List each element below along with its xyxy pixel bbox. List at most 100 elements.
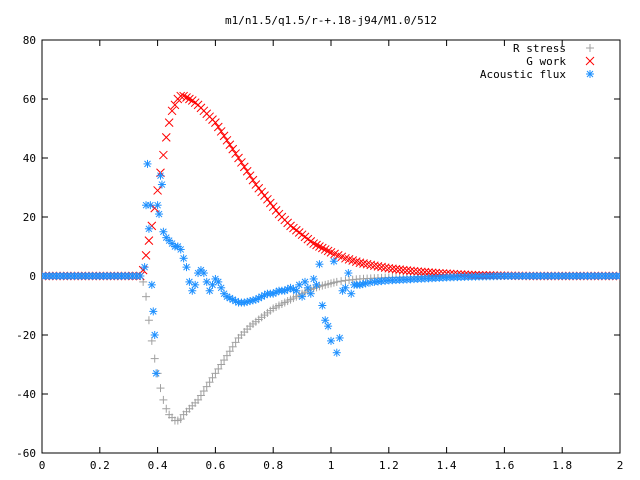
- x-tick-label: 0.4: [148, 459, 168, 472]
- data-point: [147, 280, 156, 289]
- data-point: [369, 261, 379, 271]
- data-point: [366, 260, 376, 270]
- data-point: [159, 150, 168, 160]
- series-acoustic-flux: [42, 159, 620, 378]
- legend-label: R stress: [513, 42, 566, 55]
- data-point: [295, 280, 304, 289]
- data-point: [222, 135, 232, 145]
- data-point: [185, 94, 194, 104]
- data-point: [312, 240, 321, 250]
- data-point: [341, 283, 350, 292]
- data-point: [240, 298, 249, 307]
- data-point: [208, 373, 217, 382]
- data-point: [300, 277, 309, 286]
- data-point: [327, 336, 335, 345]
- data-marks: [42, 91, 620, 425]
- data-point: [271, 206, 281, 215]
- data-point: [312, 280, 321, 289]
- data-point: [182, 263, 191, 272]
- series-g-work: [42, 91, 620, 281]
- data-point: [409, 266, 419, 276]
- data-point: [228, 144, 238, 154]
- data-point: [402, 266, 412, 275]
- data-point: [202, 277, 211, 286]
- data-point: [337, 277, 346, 286]
- data-point: [153, 201, 162, 210]
- data-point: [366, 278, 375, 287]
- data-point: [219, 131, 229, 141]
- data-point: [254, 183, 264, 193]
- data-point: [217, 283, 226, 292]
- data-point: [142, 292, 151, 301]
- chart-title: m1/n1.5/q1.5/r-+.18-j94/M1.0/512: [225, 14, 437, 27]
- data-point: [237, 158, 246, 167]
- data-point: [153, 186, 162, 195]
- data-point: [144, 236, 154, 245]
- y-tick-label: -40: [16, 388, 36, 401]
- data-point: [420, 267, 430, 277]
- data-point: [216, 127, 226, 136]
- data-point: [268, 202, 278, 212]
- data-point: [176, 245, 185, 254]
- data-point: [179, 91, 188, 101]
- data-point: [234, 153, 243, 163]
- data-point: [257, 187, 266, 197]
- data-point: [205, 378, 214, 387]
- data-point: [156, 384, 165, 393]
- y-tick-label: 20: [23, 211, 36, 224]
- data-point: [332, 277, 341, 286]
- data-point: [263, 194, 272, 204]
- data-point: [398, 265, 408, 275]
- data-point: [406, 266, 415, 276]
- data-point: [194, 395, 203, 404]
- data-point: [251, 180, 261, 189]
- data-point: [159, 395, 168, 404]
- data-point: [315, 260, 324, 269]
- data-point: [136, 272, 145, 280]
- x-tick-label: 0.2: [90, 459, 110, 472]
- data-point: [143, 159, 152, 168]
- y-tick-label: -60: [16, 447, 36, 460]
- data-point: [150, 354, 159, 363]
- data-point: [359, 259, 368, 268]
- data-point: [380, 263, 390, 273]
- plot-frame: [41, 39, 621, 454]
- data-point: [191, 280, 200, 289]
- legend-marker: [586, 70, 594, 78]
- data-point: [152, 369, 161, 378]
- data-point: [222, 351, 231, 360]
- data-point: [416, 267, 426, 277]
- legend-marker: [585, 56, 595, 66]
- data-point: [202, 382, 211, 391]
- data-point: [167, 106, 177, 116]
- data-point: [309, 274, 318, 283]
- data-point: [150, 331, 159, 339]
- x-tick-label: 1: [328, 459, 335, 472]
- data-point: [146, 201, 155, 210]
- data-point: [156, 171, 165, 180]
- data-point: [157, 180, 166, 189]
- data-point: [384, 263, 394, 273]
- x-tick-label: 0: [39, 459, 46, 472]
- data-point: [176, 415, 185, 424]
- data-point: [179, 254, 188, 263]
- data-point: [199, 387, 208, 396]
- data-point: [188, 286, 197, 295]
- data-point: [185, 277, 194, 286]
- data-point: [344, 269, 353, 278]
- data-point: [248, 175, 258, 185]
- data-point: [377, 262, 386, 272]
- data-point: [260, 191, 269, 200]
- data-point: [196, 391, 205, 400]
- data-point: [214, 277, 223, 286]
- axes: 0 0.2 0.4 0.6 0.8 1 1.2 1.4 1.6 1.8 2 -60 -40 -20 0 20 4…: [16, 34, 623, 472]
- data-point: [347, 289, 356, 298]
- data-point: [265, 198, 275, 208]
- data-point: [231, 149, 240, 158]
- legend-label: Acoustic flux: [480, 68, 566, 81]
- data-point: [321, 316, 330, 325]
- x-tick-label: 2: [617, 459, 624, 472]
- data-point: [149, 307, 158, 316]
- data-point: [391, 264, 401, 274]
